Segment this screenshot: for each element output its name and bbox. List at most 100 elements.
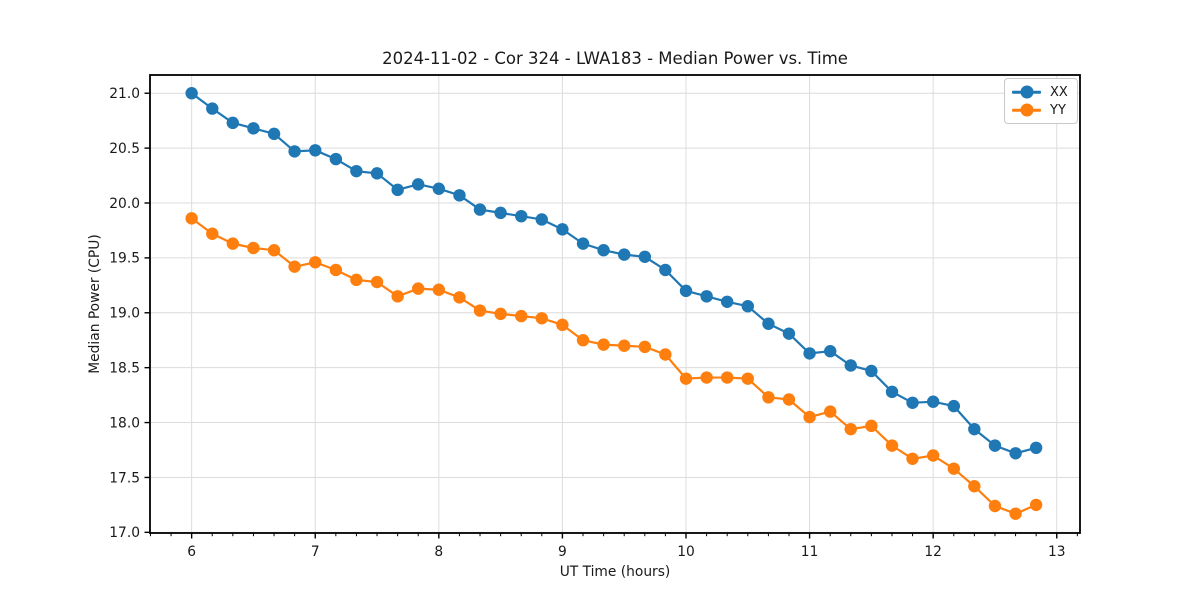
data-point-yy [535, 312, 548, 325]
data-point-yy [391, 290, 404, 303]
x-tick-label: 10 [677, 544, 695, 560]
y-tick-label: 20.0 [109, 196, 140, 212]
data-point-yy [494, 307, 507, 321]
data-point-xx [885, 385, 899, 399]
y-tick-label: 21.0 [109, 86, 140, 102]
y-tick-label: 18.0 [109, 415, 140, 431]
data-point-yy [782, 393, 796, 406]
data-point-yy [473, 304, 487, 317]
data-point-yy [350, 273, 363, 287]
data-point-xx [350, 164, 363, 178]
data-point-yy [968, 480, 981, 493]
data-point-yy [556, 318, 569, 332]
legend-entry-yy: YY [1012, 101, 1069, 119]
y-tick-label: 17.5 [109, 470, 140, 486]
x-axis-label: UT Time (hours) [559, 564, 671, 580]
data-point-xx [370, 167, 384, 180]
data-point-xx [947, 399, 961, 413]
data-point-yy [1009, 507, 1022, 520]
series-layer [185, 87, 1043, 520]
legend-label-yy: YY [1050, 102, 1066, 118]
data-point-xx [844, 359, 857, 372]
data-point-xx [247, 122, 260, 135]
data-point-yy [762, 391, 775, 404]
data-point-yy [926, 449, 940, 462]
data-point-yy [370, 275, 384, 289]
data-point-yy [309, 256, 322, 269]
x-tick-label: 11 [801, 544, 819, 560]
data-point-yy [432, 283, 446, 296]
data-point-xx [391, 183, 404, 197]
data-point-yy [865, 419, 878, 433]
data-point-xx [556, 223, 569, 236]
x-tick-label: 12 [924, 544, 942, 560]
y-tick-label: 18.5 [109, 360, 140, 376]
x-tick-label: 6 [187, 544, 196, 560]
data-point-xx [267, 127, 281, 141]
data-point-yy [638, 340, 652, 354]
data-point-yy [844, 422, 857, 436]
data-point-xx [432, 182, 446, 195]
data-point-yy [988, 499, 1002, 513]
data-point-xx [1009, 447, 1022, 460]
data-point-yy [906, 452, 919, 465]
data-point-xx [453, 189, 466, 202]
y-tick-label: 19.5 [109, 251, 140, 267]
data-point-xx [288, 145, 301, 158]
legend-label-xx: XX [1050, 84, 1068, 100]
data-point-xx [597, 244, 610, 257]
data-point-xx [782, 327, 796, 340]
data-point-yy [1029, 498, 1043, 512]
data-point-xx [720, 295, 734, 308]
data-point-xx [309, 144, 322, 157]
legend-entry-xx: XX [1012, 83, 1069, 101]
x-tick-label: 7 [311, 544, 320, 560]
y-tick-label: 17.0 [109, 525, 140, 541]
data-point-yy [453, 291, 466, 304]
data-point-xx [515, 209, 528, 223]
data-point-yy [267, 244, 281, 257]
data-point-yy [576, 334, 590, 347]
data-point-yy [720, 371, 734, 384]
legend: XX YY [1004, 78, 1078, 124]
plot-frame [149, 74, 1081, 534]
legend-marker-yy-icon [1012, 103, 1041, 117]
data-point-xx [494, 206, 507, 220]
data-point-yy [185, 212, 198, 225]
data-point-xx [185, 87, 198, 100]
y-axis-label: Median Power (CPU) [87, 234, 103, 374]
data-point-yy [679, 372, 693, 385]
grid-layer [150, 75, 1080, 533]
data-point-xx [638, 250, 652, 263]
data-point-xx [206, 102, 219, 115]
data-point-xx [329, 152, 343, 166]
data-point-xx [741, 300, 754, 313]
data-point-yy [947, 462, 961, 475]
data-point-yy [824, 405, 837, 418]
data-point-xx [659, 263, 672, 277]
data-point-xx [226, 116, 239, 130]
data-point-xx [1029, 441, 1043, 455]
data-point-yy [515, 309, 528, 323]
data-point-xx [535, 213, 548, 226]
data-point-xx [906, 396, 919, 409]
data-point-xx [824, 345, 837, 358]
data-point-yy [803, 410, 816, 424]
axis-layer: 6 7 8 9 10 11 12 13 17.0 17.5 18.0 18.5 19.0 19.5 20.0… [109, 74, 1081, 560]
data-point-yy [700, 371, 713, 384]
data-point-yy [329, 263, 343, 277]
x-tick-label: 13 [1048, 544, 1066, 560]
data-point-yy [226, 237, 239, 250]
data-point-xx [926, 395, 940, 408]
x-tick-label: 8 [434, 544, 443, 560]
data-point-yy [618, 339, 631, 352]
data-point-xx [968, 422, 981, 436]
data-point-xx [762, 317, 775, 330]
data-point-xx [700, 290, 713, 303]
data-point-yy [597, 338, 610, 351]
data-point-yy [411, 282, 425, 295]
chart-title: 2024-11-02 - Cor 324 - LWA183 - Median P… [382, 49, 848, 68]
data-point-yy [741, 372, 754, 385]
